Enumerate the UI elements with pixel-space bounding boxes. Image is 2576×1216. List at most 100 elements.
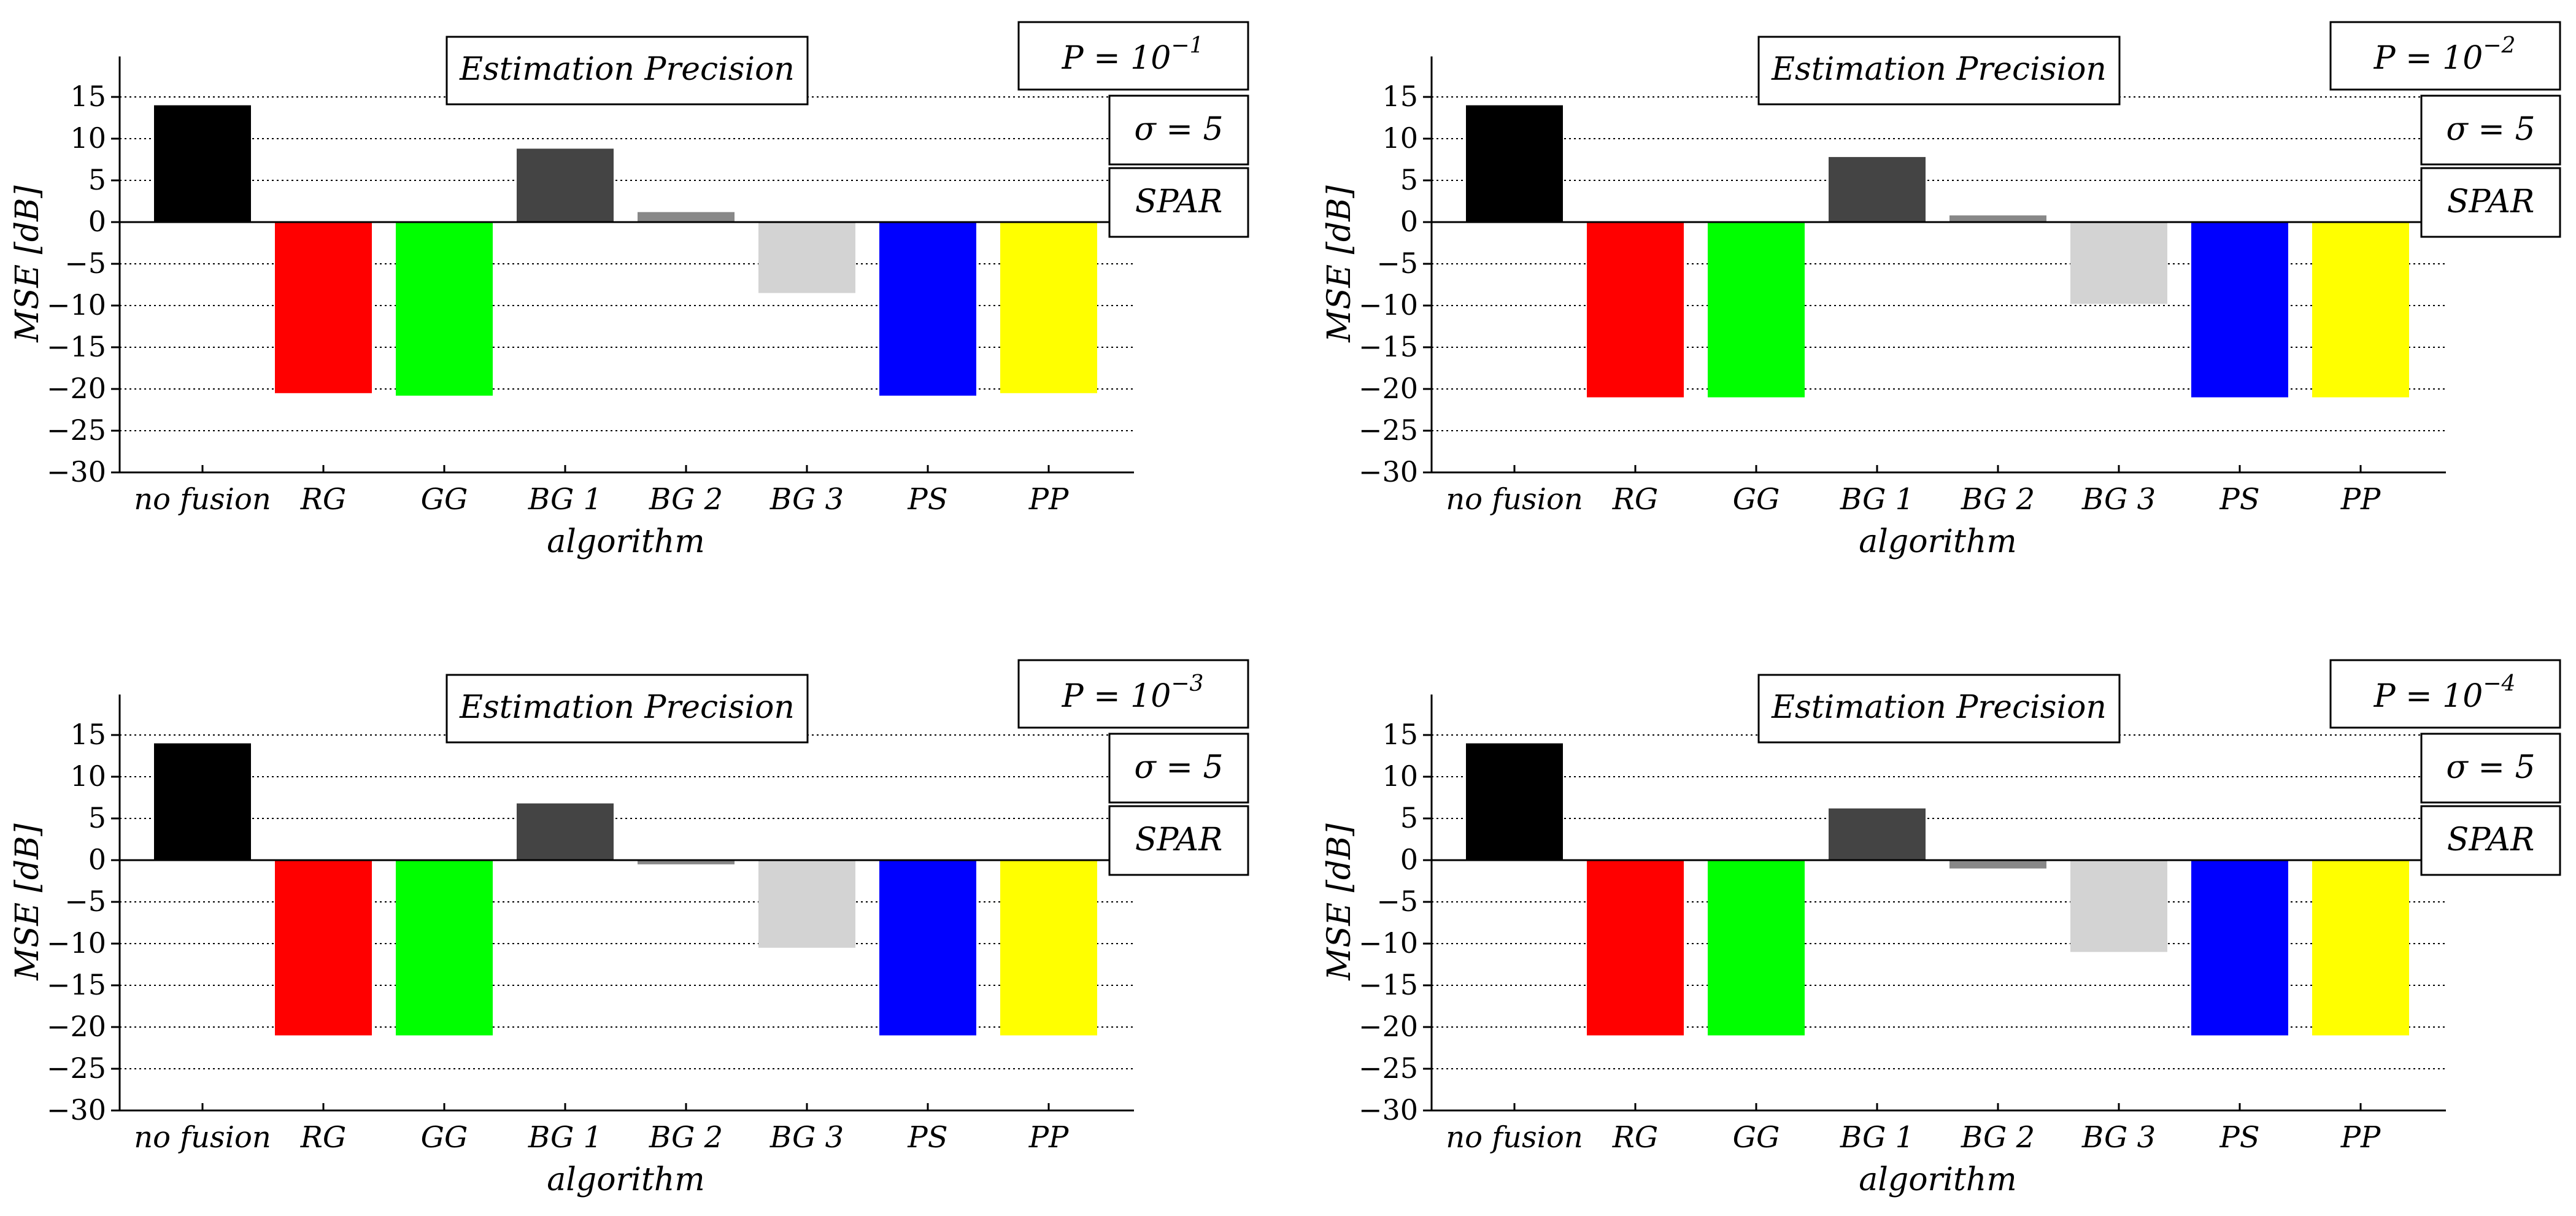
bar (2070, 860, 2167, 952)
y-tick-label: −5 (1376, 247, 1418, 280)
sigma-annotation: σ = 5 (1134, 111, 1223, 148)
y-tick-label: −20 (47, 1010, 106, 1043)
p-annotation-exponent: −1 (1171, 33, 1203, 58)
y-tick-label: −25 (47, 414, 106, 447)
x-tick-label: BG 2 (649, 1120, 723, 1155)
bar (1587, 860, 1684, 1036)
method-annotation-box (2420, 167, 2561, 238)
y-tick-label: 5 (88, 163, 106, 196)
x-tick-label: no fusion (134, 482, 271, 517)
x-tick-label: RG (300, 1120, 346, 1155)
x-tick-label: no fusion (134, 1120, 271, 1155)
y-tick-label: 10 (1382, 121, 1418, 155)
p-annotation-box (1017, 21, 1249, 91)
p-annotation-exponent: −3 (1171, 671, 1203, 696)
x-tick-label: PS (2219, 482, 2259, 517)
y-axis-title: MSE [dB] (1321, 823, 1358, 981)
bar (2312, 222, 2409, 398)
x-tick-label: PP (2340, 1120, 2381, 1155)
x-axis-title: algorithm (1859, 523, 2016, 560)
x-tick-label: RG (1612, 482, 1658, 517)
bar (1000, 860, 1097, 1036)
method-annotation-box (1108, 167, 1249, 238)
chart-panel-1: 15 10 5 0 −5 −10 −15 −20 −25 −30 no fusion RG GG BG 1… (9, 21, 1249, 560)
y-tick-label: −10 (1359, 926, 1418, 960)
sigma-annotation-box (2420, 733, 2561, 804)
y-tick-label: −20 (1359, 372, 1418, 405)
bar (879, 860, 976, 1036)
y-tick-label: −5 (64, 885, 106, 918)
y-tick-label: −10 (47, 288, 106, 321)
x-tick-label: GG (421, 482, 468, 517)
x-tick-label: no fusion (1446, 482, 1583, 517)
bar (396, 222, 493, 396)
y-tick-label: −25 (47, 1052, 106, 1085)
y-tick-label: 10 (1382, 760, 1418, 793)
y-tick-label: 5 (1400, 163, 1418, 196)
bar (1949, 215, 2046, 222)
y-tick-label: −30 (1359, 455, 1418, 488)
sigma-annotation: σ = 5 (1134, 749, 1223, 786)
y-tick-label: 0 (88, 205, 106, 238)
y-tick-label: −15 (47, 968, 106, 1001)
y-tick-label: 0 (88, 843, 106, 876)
x-tick-label: RG (300, 482, 346, 517)
chart-title: Estimation Precision (1771, 51, 2107, 88)
x-tick-label: RG (1612, 1120, 1658, 1155)
y-tick-label: −10 (1359, 288, 1418, 321)
y-tick-label: 0 (1400, 843, 1418, 876)
bar (638, 212, 735, 222)
bar (1708, 860, 1805, 1036)
bar (1587, 222, 1684, 398)
x-tick-label: PS (2219, 1120, 2259, 1155)
p-annotation-exponent: −2 (2483, 33, 2515, 58)
y-tick-label: 5 (88, 801, 106, 834)
p-annotation-box (2329, 659, 2561, 729)
sigma-annotation: σ = 5 (2446, 111, 2535, 148)
sigma-annotation-box (1108, 733, 1249, 804)
p-annotation-box (2329, 21, 2561, 91)
bar (2070, 222, 2167, 304)
chart-panel-4: 15 10 5 0 −5 −10 −15 −20 −25 −30 no fusion RG GG BG 1… (1321, 659, 2561, 1198)
bar (154, 105, 251, 222)
y-axis-title: MSE [dB] (1321, 185, 1358, 343)
y-tick-label: −5 (1376, 885, 1418, 918)
chart-panel-2: 15 10 5 0 −5 −10 −15 −20 −25 −30 no fusion RG GG BG 1… (1321, 21, 2561, 560)
sigma-annotation-box (2420, 94, 2561, 166)
bar (1829, 156, 1926, 222)
y-tick-label: −20 (47, 372, 106, 405)
y-tick-label: −15 (1359, 968, 1418, 1001)
x-axis-title: algorithm (547, 523, 704, 560)
y-tick-label: 0 (1400, 205, 1418, 238)
bar (1708, 222, 1805, 398)
x-tick-label: BG 1 (1840, 1120, 1914, 1155)
y-tick-label: −15 (47, 330, 106, 363)
bar (396, 860, 493, 1036)
x-tick-label: BG 1 (1840, 482, 1914, 517)
x-tick-label: PS (907, 1120, 947, 1155)
x-tick-label: PP (1028, 1120, 1069, 1155)
chart-title: Estimation Precision (1771, 689, 2107, 726)
x-tick-label: BG 1 (528, 1120, 602, 1155)
method-annotation: SPAR (2447, 183, 2535, 220)
bar (1466, 743, 1563, 860)
method-annotation: SPAR (2447, 822, 2535, 858)
y-tick-label: −25 (1359, 1052, 1418, 1085)
bar (275, 860, 372, 1036)
y-tick-label: 10 (70, 121, 106, 155)
x-axis-title: algorithm (1859, 1161, 2016, 1198)
y-tick-label: −5 (64, 247, 106, 280)
y-tick-label: −20 (1359, 1010, 1418, 1043)
y-axis-title: MSE [dB] (9, 823, 46, 981)
bar (1949, 860, 2046, 869)
x-tick-label: no fusion (1446, 1120, 1583, 1155)
x-tick-label: BG 3 (769, 1120, 844, 1155)
bar (1829, 808, 1926, 860)
chart-panel-3: 15 10 5 0 −5 −10 −15 −20 −25 −30 no fusion RG GG BG 1… (9, 659, 1249, 1198)
x-tick-label: BG 2 (649, 482, 723, 517)
bar (879, 222, 976, 396)
bar (517, 803, 614, 860)
x-tick-label: BG 2 (1961, 482, 2035, 517)
bar (2191, 222, 2288, 398)
